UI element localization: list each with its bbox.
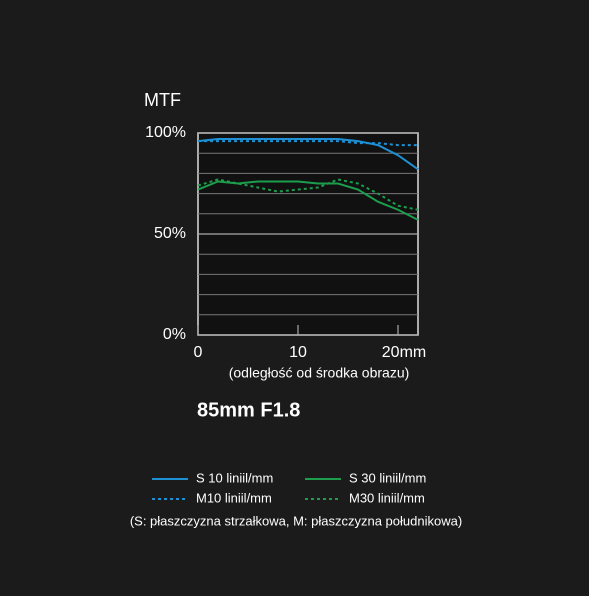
chart-title: MTF [144, 90, 181, 110]
series-line [197, 178, 419, 211]
y-tick-label: 0% [163, 326, 186, 343]
note: (S: płaszczyzna strzałkowa, M: płaszczyz… [130, 513, 462, 528]
x-axis-label: (odległość od środka obrazu) [229, 365, 410, 381]
y-tick-label: 50% [154, 225, 186, 242]
y-tick-label: 100% [145, 124, 186, 141]
legend-label: M10 liniil/mm [196, 490, 272, 505]
x-tick-label: 10 [289, 344, 307, 361]
subtitle: 85mm F1.8 [197, 399, 300, 421]
legend-label: M30 liniil/mm [349, 490, 425, 505]
series-line [197, 138, 419, 171]
x-tick-label: 20mm [382, 344, 426, 361]
legend-label: S 30 liniil/mm [349, 470, 426, 485]
x-tick-label: 0 [194, 344, 203, 361]
series-line [198, 140, 418, 147]
legend-label: S 10 liniil/mm [196, 470, 273, 485]
